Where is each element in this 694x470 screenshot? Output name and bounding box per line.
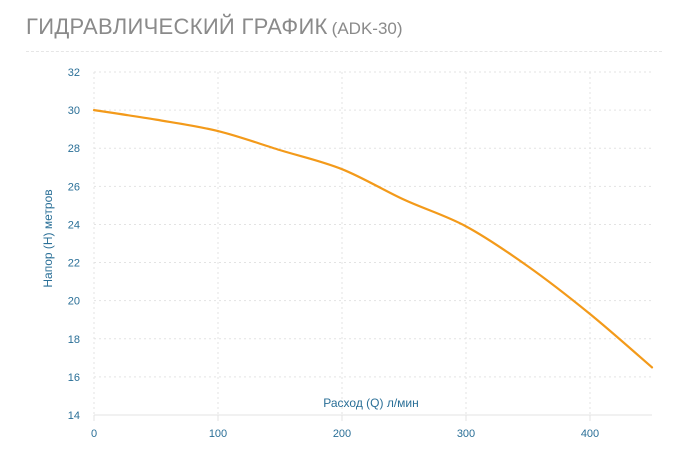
chart-title-main: ГИДРАВЛИЧЕСКИЙ ГРАФИК: [26, 14, 328, 39]
x-tick-label: 200: [333, 428, 351, 440]
y-tick-label: 18: [68, 334, 80, 346]
y-axis-label: Напор (H) метров: [41, 189, 55, 287]
x-tick-label: 300: [457, 428, 475, 440]
y-tick-label: 26: [68, 181, 80, 193]
series: [92, 109, 654, 369]
y-tick-label: 22: [68, 258, 80, 270]
chart-title-model: (ADK-30): [331, 19, 403, 38]
x-tick-label: 100: [209, 428, 227, 440]
tick-labels: 14 16 18 20 22 24 26 28 30 32 0 100 200 300 400: [68, 67, 599, 440]
y-tick-label: 16: [68, 372, 80, 384]
chart-title: ГИДРАВЛИЧЕСКИЙ ГРАФИК (ADK-30): [26, 14, 403, 40]
y-tick-label: 28: [68, 143, 80, 155]
y-tick-label: 14: [68, 410, 80, 422]
y-tick-label: 30: [68, 105, 80, 117]
series-line: [92, 109, 654, 369]
y-tick-label: 20: [68, 296, 80, 308]
title-divider: [26, 51, 662, 52]
x-tick-label: 400: [581, 428, 599, 440]
x-tick-label: 0: [91, 428, 97, 440]
y-tick-label: 32: [68, 67, 80, 79]
y-tick-label: 24: [68, 219, 80, 231]
x-axis-label: Расход (Q) л/мин: [323, 396, 418, 410]
grid: [93, 71, 652, 421]
